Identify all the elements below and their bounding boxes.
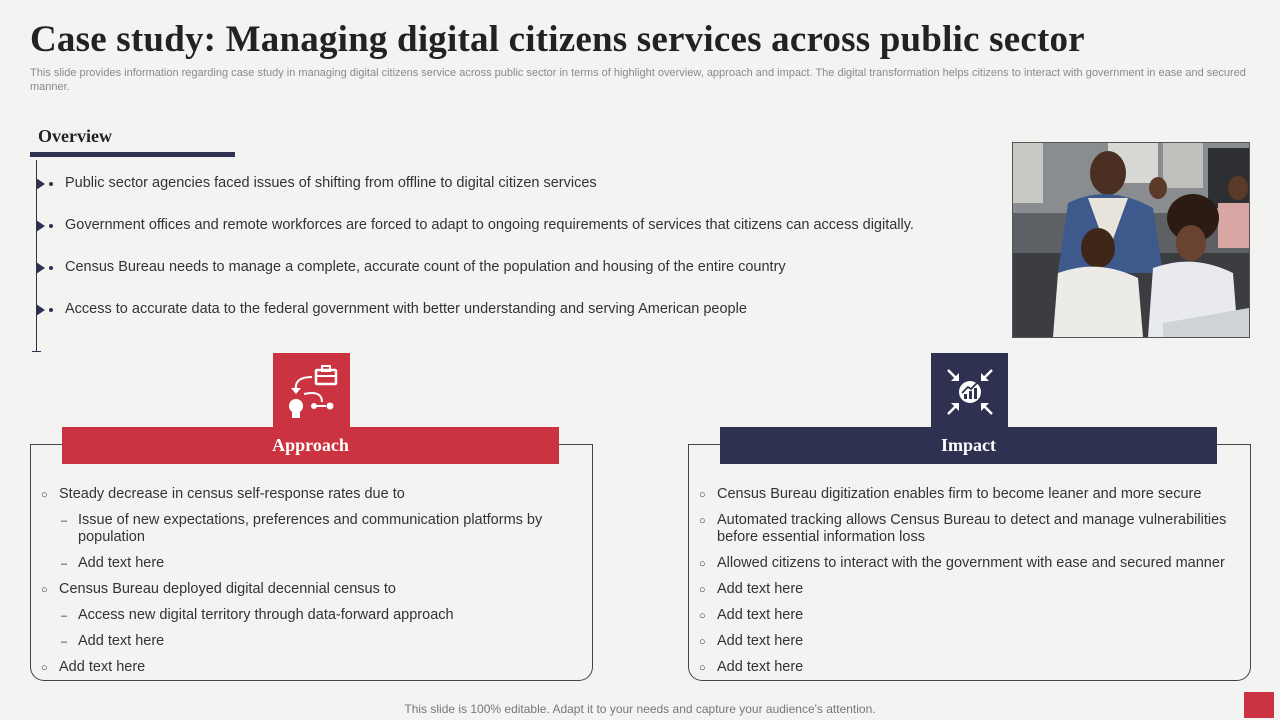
overview-underline	[30, 152, 235, 157]
overview-item-text: Access to accurate data to the federal g…	[65, 301, 747, 317]
dash-bullet-icon: –	[61, 610, 68, 622]
corner-accent	[1244, 692, 1274, 718]
list-item: ○ Add text here	[699, 607, 804, 623]
list-item: ○ Steady decrease in census self-response…	[41, 486, 405, 502]
list-item: – Add text here	[61, 555, 165, 571]
list-item: ○ Census Bureau deployed digital decennia…	[41, 581, 396, 597]
impact-panel: ○ Census Bureau digitization enables firm…	[688, 444, 1251, 681]
list-item: – Access new digital territory through da…	[61, 607, 454, 623]
circle-bullet-icon: ○	[699, 662, 706, 674]
circle-bullet-icon: ○	[41, 662, 48, 674]
circle-bullet-icon: ○	[41, 584, 48, 596]
team-photo-illustration	[1013, 143, 1249, 337]
impact-list: ○ Census Bureau digitization enables firm…	[699, 486, 1239, 676]
overview-item-text: Government offices and remote workforces…	[65, 217, 914, 233]
list-item: ○ Automated tracking allows Census Bureau…	[699, 512, 1227, 545]
bullet-dot-icon	[49, 182, 53, 186]
approach-list: ○ Steady decrease in census self-response…	[41, 486, 581, 676]
growth-chart-arrows-icon	[946, 368, 993, 415]
approach-panel-topline-right	[559, 444, 592, 445]
list-item: ○ Add text here	[699, 581, 804, 597]
circle-bullet-icon: ○	[699, 610, 706, 622]
overview-item-text: Census Bureau needs to manage a complete…	[65, 259, 786, 275]
overview-timeline	[36, 160, 37, 352]
impact-panel-topline-right	[1217, 444, 1250, 445]
impact-banner: Impact	[720, 427, 1217, 464]
list-item: ○ Allowed citizens to interact with the g…	[699, 555, 1225, 571]
arrow-bullet-icon	[36, 304, 45, 316]
arrow-bullet-icon	[36, 220, 45, 232]
circle-bullet-icon: ○	[699, 584, 706, 596]
overview-item-text: Public sector agencies faced issues of s…	[65, 175, 597, 191]
circle-bullet-icon: ○	[699, 489, 706, 501]
list-item: ○ Add text here	[699, 659, 804, 675]
impact-icon-box	[931, 353, 1008, 430]
list-item: ○ Census Bureau digitization enables firm…	[699, 486, 1202, 502]
overview-timeline-end	[32, 351, 41, 352]
list-item: – Add text here	[61, 633, 165, 649]
team-photo	[1012, 142, 1250, 338]
impact-panel-topline-left	[688, 444, 720, 445]
approach-icon-box	[273, 353, 350, 430]
bullet-dot-icon	[49, 308, 53, 312]
approach-banner: Approach	[62, 427, 559, 464]
dash-bullet-icon: –	[61, 515, 68, 527]
circle-bullet-icon: ○	[699, 515, 706, 527]
workflow-briefcase-bulb-icon	[288, 364, 337, 418]
arrow-bullet-icon	[36, 178, 45, 190]
bullet-dot-icon	[49, 224, 53, 228]
list-item: ○ Add text here	[699, 633, 804, 649]
overview-heading: Overview	[38, 126, 112, 146]
circle-bullet-icon: ○	[41, 489, 48, 501]
list-item: – Issue of new expectations, preferences …	[61, 512, 543, 545]
dash-bullet-icon: –	[61, 558, 68, 570]
slide-title: Case study: Managing digital citizens se…	[30, 19, 1085, 60]
approach-panel: ○ Steady decrease in census self-response…	[30, 444, 593, 681]
bullet-dot-icon	[49, 266, 53, 270]
list-item: ○ Add text here	[41, 659, 146, 675]
dash-bullet-icon: –	[61, 636, 68, 648]
arrow-bullet-icon	[36, 262, 45, 274]
slide-subtitle: This slide provides information regardin…	[30, 67, 1246, 93]
circle-bullet-icon: ○	[699, 558, 706, 570]
circle-bullet-icon: ○	[699, 636, 706, 648]
footer-note: This slide is 100% editable. Adapt it to…	[404, 702, 876, 716]
approach-panel-topline-left	[30, 444, 62, 445]
